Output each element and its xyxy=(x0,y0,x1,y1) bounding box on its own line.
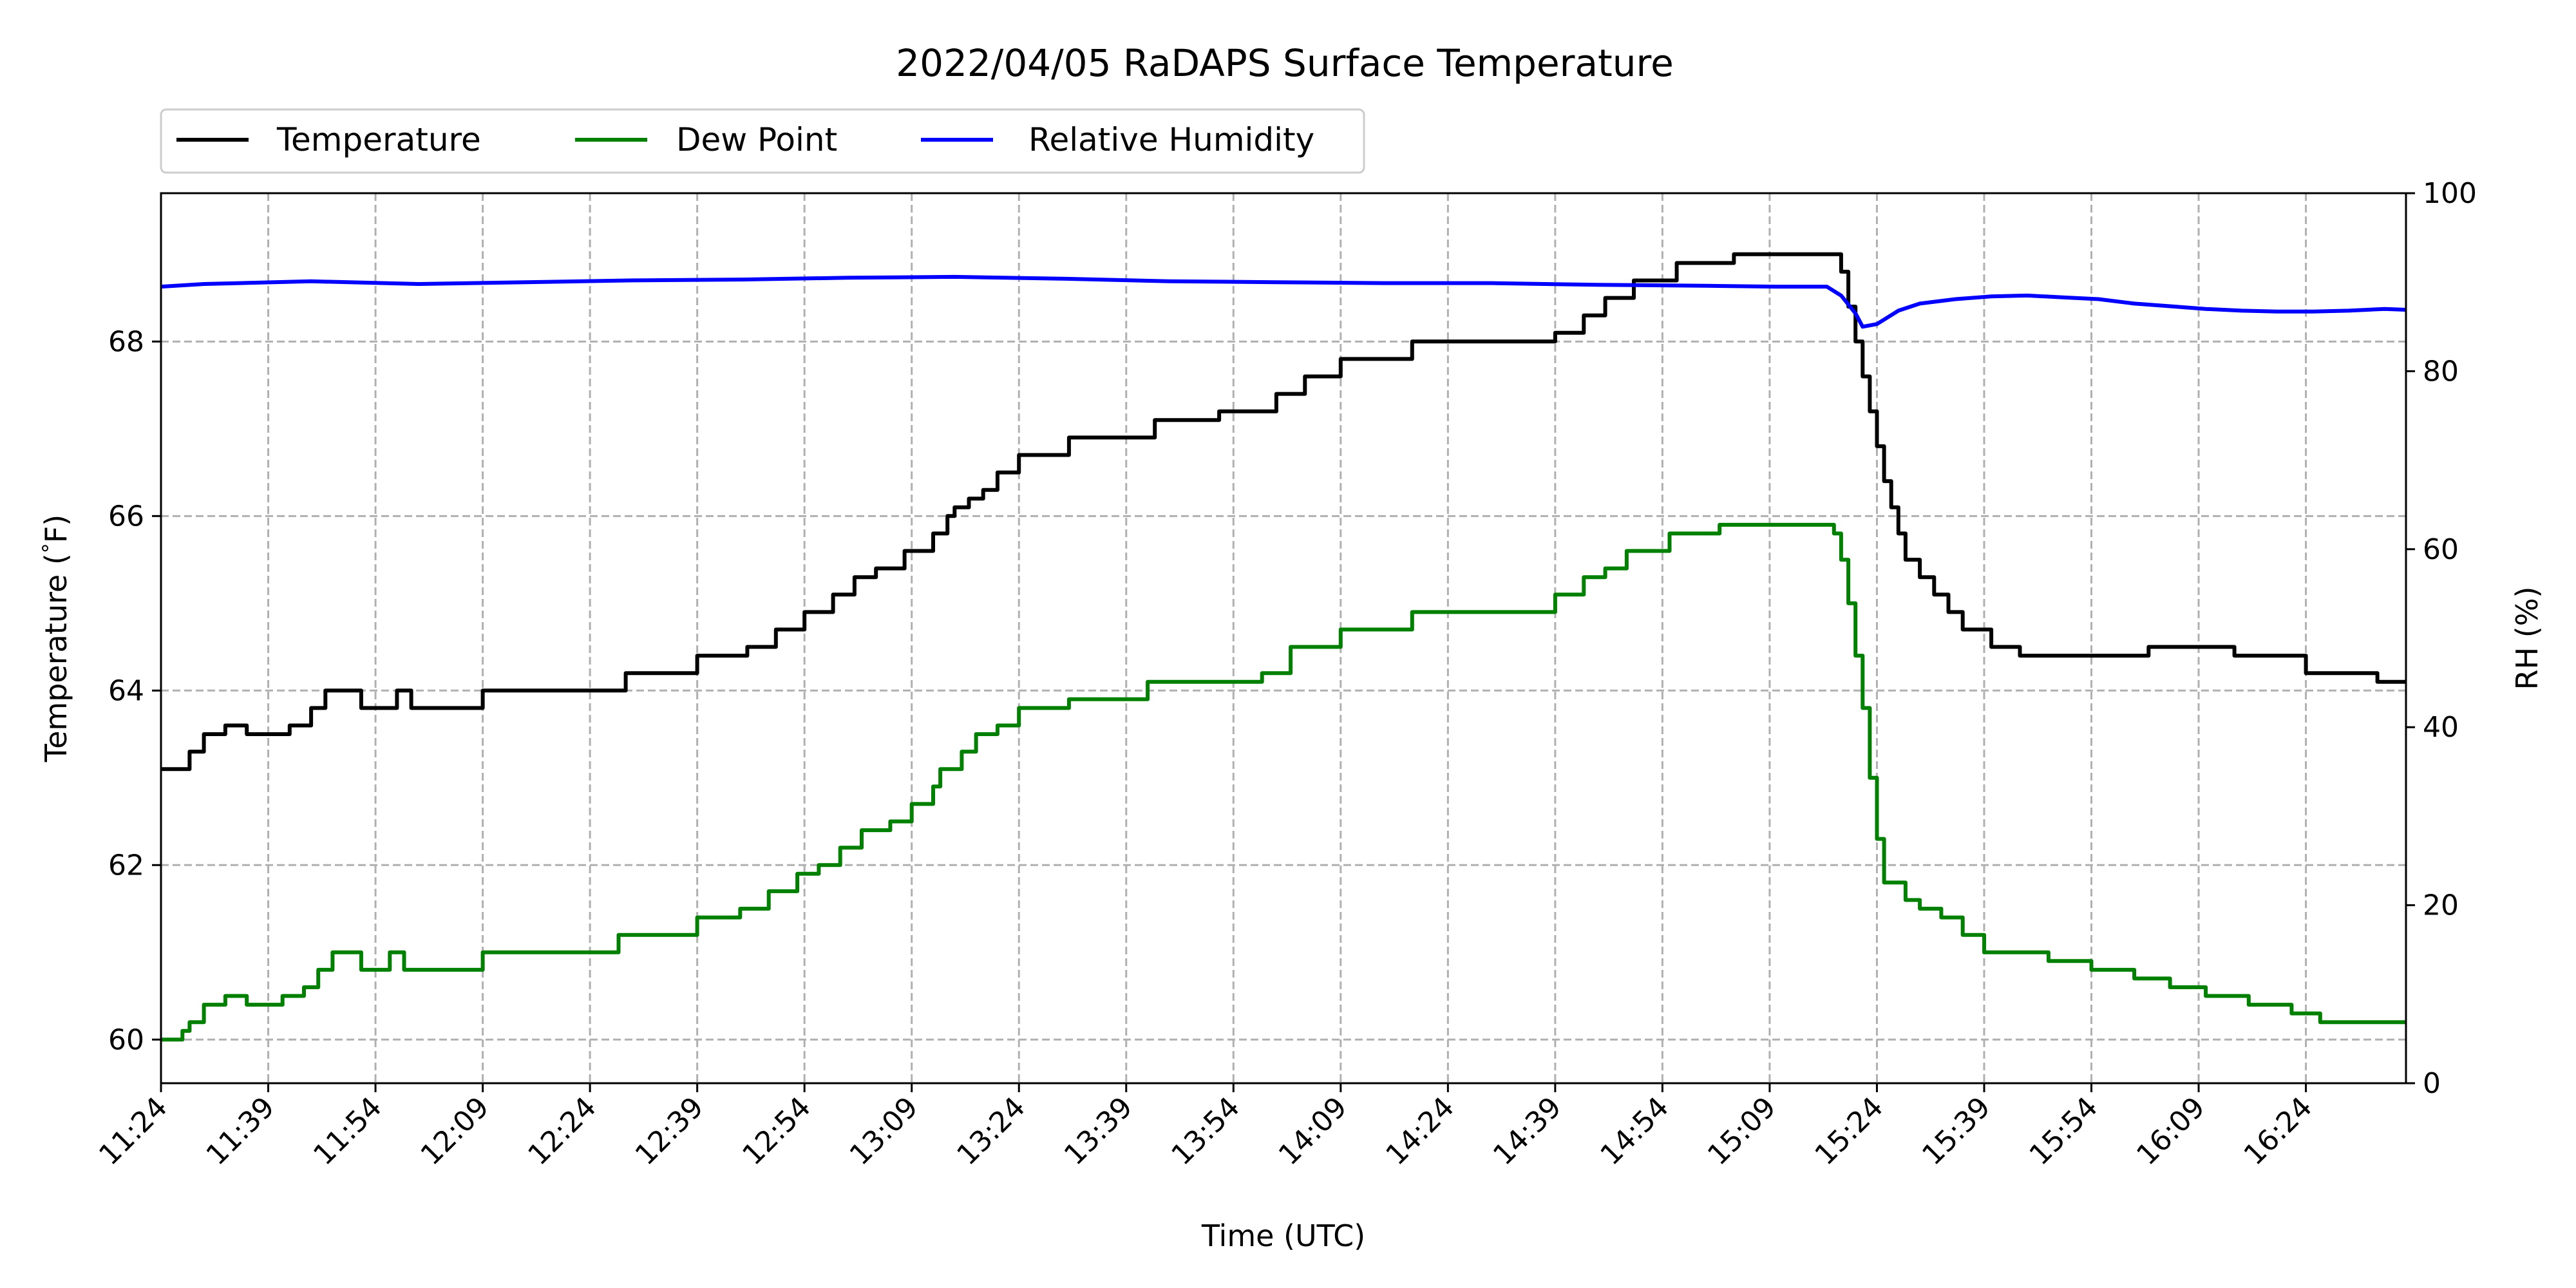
y2-tick-label: 80 xyxy=(2423,355,2459,388)
y2-tick-label: 40 xyxy=(2423,711,2459,744)
x-tick-label: 14:09 xyxy=(1273,1091,1354,1172)
x-tick-label: 12:54 xyxy=(736,1091,817,1172)
x-tick-label: 12:39 xyxy=(629,1091,710,1172)
chart-title: 2022/04/05 RaDAPS Surface Temperature xyxy=(896,41,1674,85)
x-tick-label: 15:54 xyxy=(2023,1091,2105,1172)
x-axis: 11:24 11:39 11:54 12:09 12:24 12:39 12:54 13:09… xyxy=(93,1083,2318,1171)
y2-tick-label: 60 xyxy=(2423,533,2459,566)
x-tick-label: 12:09 xyxy=(415,1091,496,1172)
legend-label-temperature: Temperature xyxy=(276,121,481,158)
y-tick-label: 60 xyxy=(108,1023,144,1056)
y-axis-title: Temperature (°F) xyxy=(38,515,73,762)
x-tick-label: 13:39 xyxy=(1058,1091,1139,1172)
x-tick-label: 11:39 xyxy=(200,1091,281,1172)
y-tick-label: 66 xyxy=(108,500,144,533)
y2-tick-label: 100 xyxy=(2423,177,2477,210)
x-tick-label: 14:24 xyxy=(1379,1091,1461,1172)
x-tick-label: 11:54 xyxy=(307,1091,388,1172)
y-axis-title-suffix: F) xyxy=(39,515,73,543)
series-line-dew-point xyxy=(161,522,2406,1042)
series-line-relative-humidity xyxy=(160,274,2407,329)
x-tick-label: 15:09 xyxy=(1701,1091,1783,1172)
grid xyxy=(160,193,2406,1083)
legend-label-dew-point: Dew Point xyxy=(676,121,837,158)
x-tick-label: 15:39 xyxy=(1916,1091,1997,1172)
y-tick-label: 62 xyxy=(108,849,144,882)
x-axis-title: Time (UTC) xyxy=(1201,1218,1365,1253)
y-axis-right: 0 20 40 60 80 100 xyxy=(2406,177,2477,1100)
x-tick-label: 13:09 xyxy=(844,1091,925,1172)
x-tick-label: 15:24 xyxy=(1809,1091,1890,1172)
x-tick-label: 16:24 xyxy=(2238,1091,2319,1172)
x-tick-label: 16:09 xyxy=(2130,1091,2211,1172)
x-tick-label: 12:24 xyxy=(522,1091,603,1172)
legend-box xyxy=(160,108,1365,174)
x-tick-label: 13:54 xyxy=(1165,1091,1246,1172)
x-tick-label: 14:39 xyxy=(1487,1091,1568,1172)
y-axis-title-degree: ° xyxy=(38,543,62,553)
legend-label-relative-humidity: Relative Humidity xyxy=(1028,121,1314,158)
x-tick-label: 14:54 xyxy=(1594,1091,1675,1172)
y-axis-left: 60 62 64 66 68 xyxy=(108,325,161,1056)
x-tick-label: 13:24 xyxy=(951,1091,1032,1172)
y-tick-label: 64 xyxy=(108,674,144,707)
y2-tick-label: 20 xyxy=(2423,889,2459,922)
legend: Temperature Dew Point Relative Humidity xyxy=(160,108,1365,174)
y2-axis-title: RH (%) xyxy=(2510,587,2544,690)
series-layer xyxy=(160,252,2407,1042)
y-axis-title-prefix: Temperature ( xyxy=(39,553,73,762)
plot-frame xyxy=(160,192,2407,1084)
x-tick-label: 11:24 xyxy=(93,1091,174,1172)
series-line-temperature xyxy=(161,252,2406,772)
y-tick-label: 68 xyxy=(108,325,144,358)
y2-tick-label: 0 xyxy=(2423,1067,2441,1100)
